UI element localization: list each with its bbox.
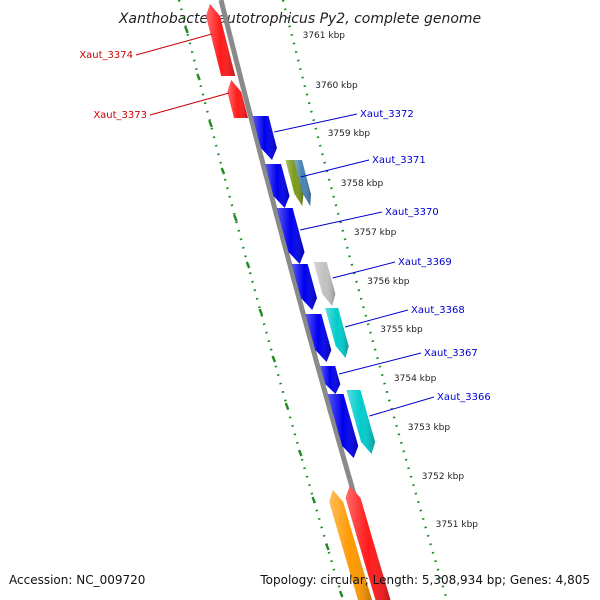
gene-xaut-3370[interactable] [276, 208, 305, 264]
gene-xaut-3371-leader-line [300, 159, 370, 178]
gene-xaut-3369-leader-line [332, 261, 396, 279]
gene-feature-12-shading [305, 314, 332, 362]
gene-xaut-3373-leader-line [149, 92, 230, 116]
kbp-tick-label: 3755 kbp [380, 325, 423, 335]
gene-xaut-3374-label[interactable]: Xaut_3374 [79, 50, 133, 61]
major-tick [245, 261, 251, 269]
gene-xaut-3369-shading [313, 262, 336, 306]
gene-feature-11-shading [291, 264, 317, 310]
kbp-tick-label: 3758 kbp [341, 179, 384, 189]
gene-xaut-3372-leader-line [274, 113, 358, 133]
gene-xaut-3373-shading [227, 80, 248, 118]
gene-xaut-3368-leader-line [344, 309, 409, 328]
gene-xaut-3367-label[interactable]: Xaut_3367 [424, 348, 478, 359]
gene-xaut-3372[interactable] [252, 116, 277, 160]
gene-feature-13-shading [327, 394, 359, 458]
major-tick [338, 590, 344, 598]
gene-xaut-3367-shading [320, 366, 341, 394]
tick-marks [177, 0, 449, 600]
gene-xaut-3367-leader-line [338, 352, 422, 375]
gene-labels: Xaut_3374 Xaut_3373 Xaut_3372 Xaut_3371 Xaut… [79, 33, 491, 417]
gene-xaut-3369-label[interactable]: Xaut_3369 [398, 257, 452, 268]
gene-xaut-3374-leader-line [135, 33, 213, 56]
kbp-scale-labels: 3761 kbp 3760 kbp 3759 kbp 3758 kbp 3757 kbp… [303, 31, 479, 530]
kbp-tick-label: 3757 kbp [354, 228, 397, 238]
major-tick [208, 120, 213, 128]
gene-feature-4[interactable] [294, 160, 311, 206]
gene-xaut-3372-shading [252, 116, 277, 160]
topology-summary: Topology: circular; Length: 5,308,934 bp… [260, 573, 590, 587]
gene-xaut-3371-shading [285, 160, 304, 206]
gene-xaut-3374[interactable] [206, 4, 236, 76]
gene-feature-14[interactable] [329, 490, 372, 600]
major-tick [233, 214, 238, 222]
major-tick [258, 308, 264, 316]
gene-feature-11[interactable] [291, 264, 317, 310]
gene-xaut-3367[interactable] [320, 366, 341, 394]
kbp-tick-label: 3761 kbp [303, 31, 346, 41]
gene-xaut-3374-shading [206, 4, 236, 76]
gene-xaut-3368-shading [325, 308, 349, 358]
gene-feature-12[interactable] [305, 314, 332, 362]
kbp-tick-label: 3756 kbp [367, 277, 410, 287]
gene-xaut-3372-label[interactable]: Xaut_3372 [360, 109, 414, 120]
gene-xaut-3370-leader-line [300, 211, 383, 231]
kbp-tick-label: 3752 kbp [422, 472, 465, 482]
gene-xaut-3371[interactable] [285, 160, 304, 206]
major-tick [184, 26, 189, 34]
gene-xaut-3366[interactable] [346, 390, 376, 454]
kbp-tick-label: 3759 kbp [328, 129, 371, 139]
accession-label: Accession: NC_009720 [9, 573, 146, 587]
major-tick [325, 543, 330, 551]
major-tick [284, 402, 290, 410]
gene-xaut-3370-label[interactable]: Xaut_3370 [385, 207, 439, 218]
gene-feature-13[interactable] [327, 394, 359, 458]
gene-xaut-3371-label[interactable]: Xaut_3371 [372, 155, 426, 166]
gene-feature-4-shading [294, 160, 311, 206]
major-tick [196, 73, 201, 81]
gene-feature-10-shading [265, 164, 290, 208]
major-tick [271, 355, 277, 363]
gene-xaut-3373[interactable] [227, 80, 248, 118]
gene-xaut-3368[interactable] [325, 308, 349, 358]
gene-feature-15-shading [345, 486, 391, 600]
gene-xaut-3373-label[interactable]: Xaut_3373 [93, 110, 147, 121]
gene-xaut-3366-label[interactable]: Xaut_3366 [437, 392, 491, 403]
major-tick [297, 449, 303, 457]
map-title: Xanthobacter autotrophicus Py2, complete… [118, 11, 481, 27]
gene-xaut-3368-label[interactable]: Xaut_3368 [411, 305, 465, 316]
gene-feature-14-shading [329, 490, 372, 600]
gene-feature-15[interactable] [345, 486, 391, 600]
major-tick [220, 167, 226, 175]
kbp-tick-label: 3751 kbp [436, 520, 479, 530]
gene-xaut-3366-leader-line [369, 396, 435, 417]
gene-features [206, 4, 391, 600]
gene-xaut-3369[interactable] [313, 262, 336, 306]
kbp-tick-label: 3753 kbp [408, 423, 451, 433]
kbp-tick-label: 3754 kbp [394, 374, 437, 384]
major-tick [311, 496, 317, 504]
kbp-tick-label: 3760 kbp [315, 81, 358, 91]
gene-feature-10[interactable] [265, 164, 290, 208]
gene-xaut-3370-shading [276, 208, 305, 264]
gene-xaut-3366-shading [346, 390, 376, 454]
